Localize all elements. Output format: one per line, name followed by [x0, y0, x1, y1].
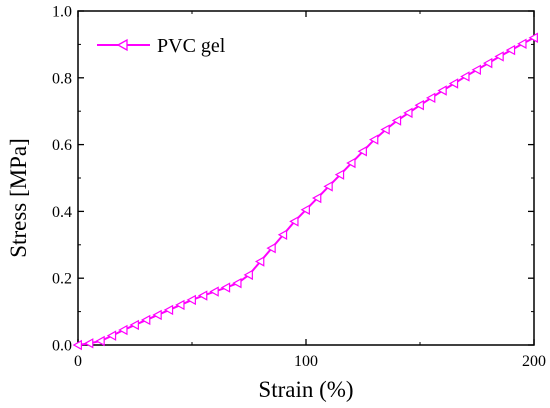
data-point: [140, 314, 151, 326]
data-point: [232, 277, 242, 289]
data-point: [243, 269, 253, 281]
data-point: [175, 299, 185, 311]
data-point: [289, 216, 299, 227]
data-point: [414, 99, 424, 111]
series-line: [77, 36, 535, 346]
data-point: [311, 192, 322, 204]
data-point: [528, 32, 538, 43]
series-layer: [72, 32, 538, 351]
data-point: [152, 309, 162, 321]
data-point: [357, 146, 367, 157]
data-point: [197, 290, 208, 301]
data-point: [380, 124, 390, 135]
plot-area: 0 100 200 0.0 0.2 0.4 0.6 0.8 1.0: [52, 4, 546, 371]
x-axis-title: Strain (%): [258, 377, 353, 402]
data-point: [95, 335, 105, 347]
data-point: [186, 294, 196, 306]
legend-label: PVC gel: [157, 35, 226, 57]
y-tick-label: 0.2: [52, 271, 72, 288]
data-point: [118, 324, 128, 336]
data-point: [129, 319, 139, 331]
data-point: [277, 229, 288, 240]
data-point: [106, 330, 117, 341]
data-point: [471, 64, 481, 76]
y-tick-label: 0.4: [52, 204, 72, 221]
data-point: [300, 204, 310, 215]
y-axis-title: Stress [MPa]: [6, 138, 31, 257]
data-point: [323, 181, 333, 192]
data-point: [517, 38, 527, 49]
data-point: [494, 51, 504, 62]
data-point: [425, 92, 436, 104]
data-point: [368, 134, 379, 145]
plot-frame: [77, 10, 535, 346]
x-tick-label: 0: [74, 353, 82, 370]
y-tick-label: 0.8: [52, 70, 72, 87]
data-point: [209, 286, 219, 297]
legend-marker: [116, 38, 128, 52]
y-tick-label: 1.0: [52, 4, 72, 21]
data-point: [391, 115, 402, 126]
data-point: [334, 169, 345, 180]
data-point: [448, 78, 459, 89]
legend: PVC gel: [97, 35, 226, 57]
data-point: [220, 282, 231, 293]
data-point: [505, 44, 516, 56]
x-tick-label: 200: [522, 353, 546, 370]
data-point: [482, 57, 493, 69]
data-point: [437, 85, 447, 96]
data-point: [83, 338, 94, 349]
data-point: [254, 256, 265, 267]
data-point: [72, 339, 82, 351]
data-point: [403, 107, 413, 119]
y-tick-label: 0.6: [52, 137, 72, 154]
data-point: [346, 157, 356, 169]
data-point: [163, 304, 174, 316]
data-point: [460, 71, 470, 82]
y-tick-label: 0.0: [52, 338, 72, 355]
x-axis-ticks: 0 100 200: [74, 11, 546, 370]
data-point: [266, 242, 276, 254]
x-tick-label: 100: [294, 353, 318, 370]
y-axis-ticks: 0.0 0.2 0.4 0.6 0.8 1.0: [52, 4, 534, 355]
